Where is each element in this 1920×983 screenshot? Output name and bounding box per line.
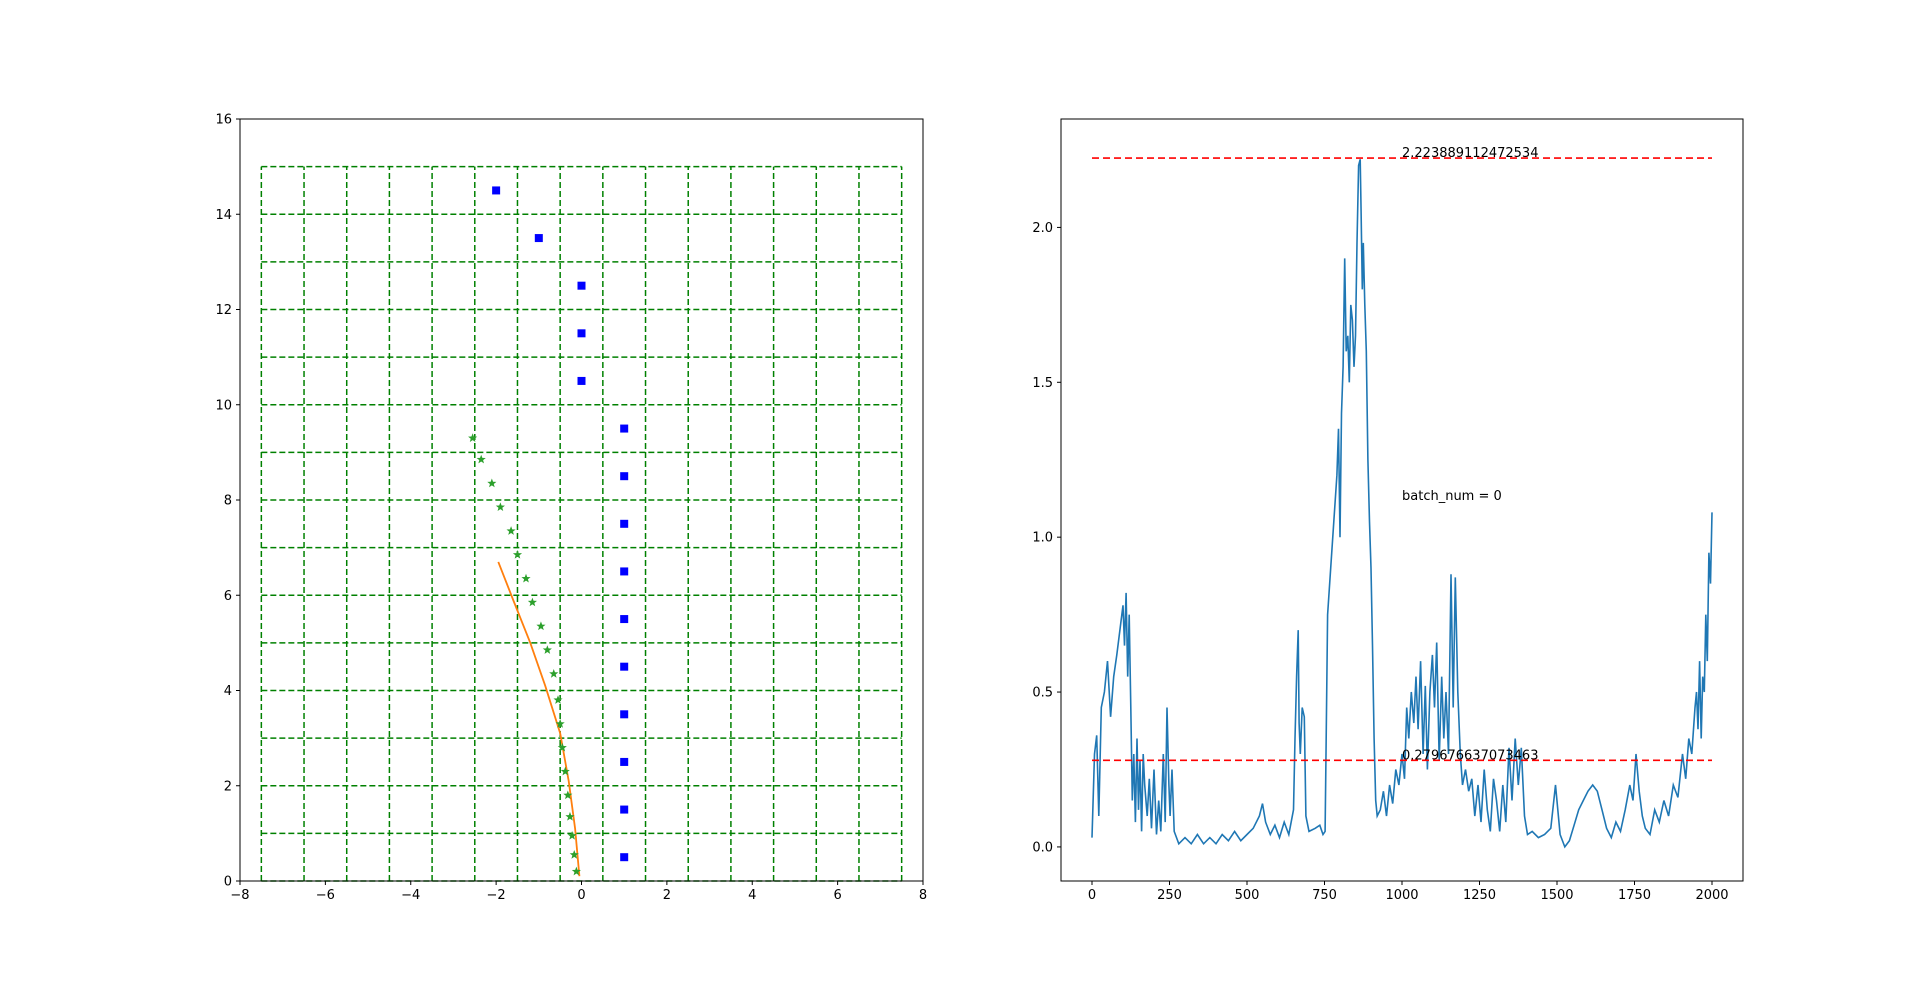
- square-point: [492, 186, 501, 195]
- loss-series-line: [1091, 159, 1713, 849]
- star-point: [527, 597, 537, 607]
- left-y-tick-label: 10: [215, 398, 232, 413]
- right-y-tick-label: 1.0: [1032, 531, 1053, 546]
- square-point: [620, 757, 629, 766]
- star-point: [567, 830, 577, 840]
- right-y-tick-label: 2.0: [1032, 221, 1053, 236]
- left-x-tick-label: 2: [663, 888, 671, 903]
- left-x-tick-label: −6: [316, 888, 335, 903]
- star-point: [553, 695, 563, 704]
- star-point: [555, 719, 565, 728]
- square-point: [620, 662, 629, 671]
- right-y-tick-label: 0.0: [1032, 840, 1053, 855]
- star-point: [521, 573, 531, 583]
- left-axes-frame: [239, 118, 924, 882]
- left-x-tick-label: −8: [230, 888, 249, 903]
- trajectory-line: [497, 561, 581, 877]
- left-x-tick-label: −2: [487, 888, 506, 903]
- star-point: [476, 454, 486, 464]
- left-y-tick-label: 4: [224, 684, 232, 699]
- right-x-tick-label: 2000: [1695, 888, 1728, 903]
- left-y-tick-label: 6: [224, 589, 232, 604]
- square-point: [577, 281, 586, 290]
- left-y-tick-label: 2: [224, 779, 232, 794]
- mean-hline-label: 0.279676637073463: [1402, 748, 1538, 763]
- square-point: [620, 710, 629, 719]
- square-point: [620, 424, 629, 433]
- right-x-tick-label: 1000: [1385, 888, 1418, 903]
- left-y-tick-label: 0: [224, 875, 232, 890]
- left-x-tick-label: 8: [919, 888, 927, 903]
- right-y-tick-label: 0.5: [1032, 686, 1053, 701]
- star-point: [512, 549, 523, 559]
- star-point: [571, 866, 581, 876]
- star-point: [569, 850, 579, 859]
- left-x-tick-label: 0: [577, 888, 585, 903]
- right-x-tick-label: 750: [1312, 888, 1337, 903]
- star-point: [536, 621, 546, 631]
- square-point: [534, 234, 543, 243]
- right-x-tick-label: 500: [1235, 888, 1260, 903]
- square-point: [577, 376, 586, 385]
- right-axes-frame: [1060, 118, 1744, 882]
- star-point: [495, 502, 505, 512]
- square-point: [620, 519, 629, 528]
- left-x-tick-label: −4: [401, 888, 420, 903]
- star-point: [549, 669, 559, 678]
- star-point: [557, 742, 567, 752]
- batch-num-annotation: batch_num = 0: [1402, 489, 1502, 504]
- right-x-tick-label: 1750: [1618, 888, 1651, 903]
- right-x-tick-label: 1250: [1463, 888, 1496, 903]
- left-x-tick-label: 6: [833, 888, 841, 903]
- max-hline-label: 2.223889112472534: [1402, 146, 1538, 161]
- right-x-tick-label: 1500: [1540, 888, 1573, 903]
- left-y-tick-label: 14: [215, 208, 232, 223]
- star-point: [487, 478, 497, 488]
- left-y-tick-label: 16: [215, 113, 232, 128]
- left-chart: −8 −6 −4 −2 0 2 4 6 8 0 2 4 6 8 10 12 14 16: [215, 113, 927, 904]
- left-x-tick-label: 4: [748, 888, 756, 903]
- right-y-tick-label: 1.5: [1032, 376, 1053, 391]
- square-point: [620, 805, 629, 814]
- star-point: [542, 645, 552, 654]
- star-point: [560, 766, 570, 776]
- left-y-tick-label: 8: [224, 494, 232, 509]
- right-x-tick-label: 0: [1088, 888, 1096, 903]
- right-chart: 2.223889112472534 0.279676637073463 batch_…: [1032, 118, 1744, 903]
- star-point: [468, 433, 478, 442]
- star-point: [565, 811, 575, 821]
- star-point: [563, 790, 573, 800]
- star-point: [506, 526, 516, 535]
- square-point: [620, 472, 629, 481]
- left-y-tick-label: 12: [215, 303, 232, 318]
- square-point: [620, 567, 629, 576]
- square-point: [620, 615, 629, 624]
- square-point: [577, 329, 586, 338]
- square-point: [620, 853, 629, 862]
- right-x-tick-label: 250: [1157, 888, 1182, 903]
